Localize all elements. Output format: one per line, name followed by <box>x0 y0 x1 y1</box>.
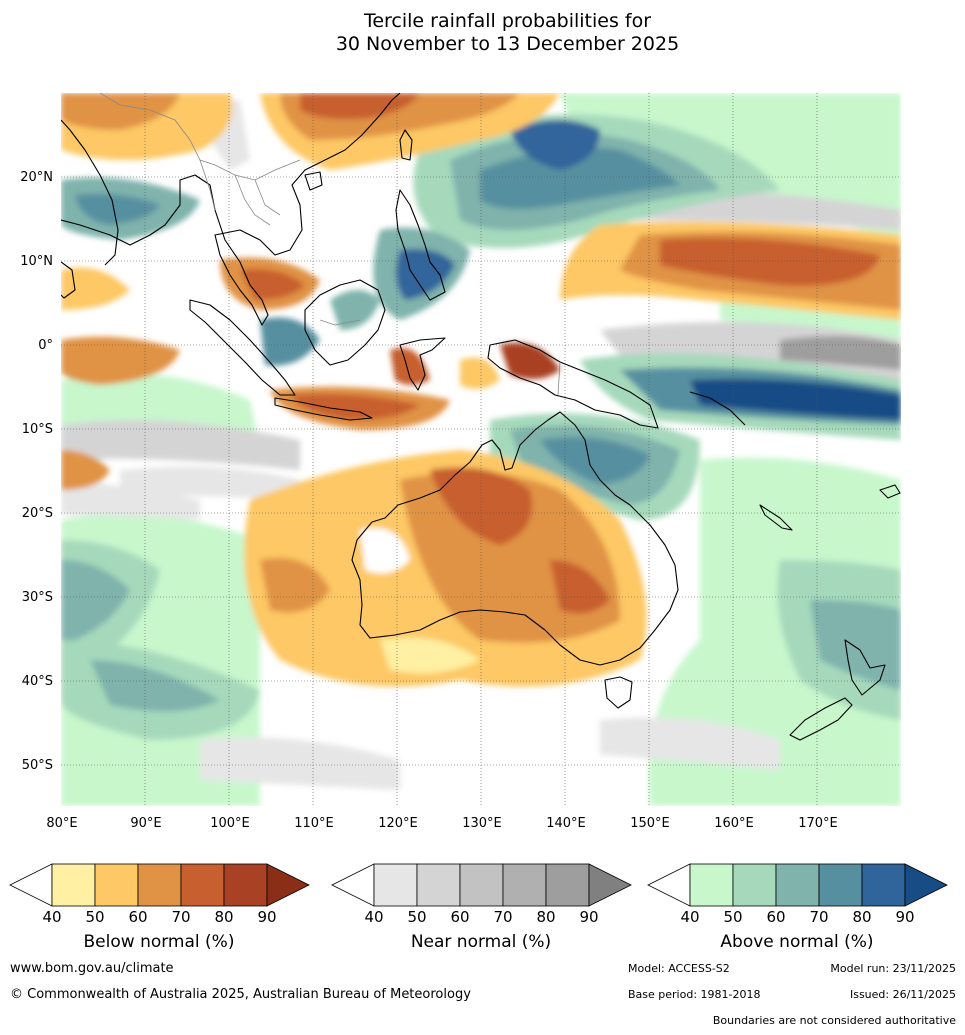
colorbar-tick-label: 50 <box>85 908 104 926</box>
coastline-borneo <box>304 279 386 366</box>
lat-label: 0° <box>38 338 53 353</box>
lon-label: 80°E <box>46 816 77 831</box>
lon-label: 90°E <box>130 816 161 831</box>
coastline-australia <box>351 411 679 666</box>
coastline-sri-lanka <box>61 261 76 299</box>
lon-label: 160°E <box>714 816 754 831</box>
colorbar-swatch <box>180 863 225 907</box>
colorbar-tick-label: 50 <box>723 908 742 926</box>
lat-label: 50°S <box>22 758 53 773</box>
coastline-sumatra <box>189 299 296 396</box>
probability-field <box>61 93 901 806</box>
colorbar-swatch <box>732 863 777 907</box>
below-normal-label: Below normal (%) <box>83 932 235 952</box>
colorbar-tick-label: 40 <box>364 908 383 926</box>
colorbar-tick-label: 60 <box>766 908 785 926</box>
colorbar-swatch <box>137 863 182 907</box>
colorbar-swatch <box>861 863 906 907</box>
coastline-new-caledonia <box>759 504 793 531</box>
colorbar-tick-label: 90 <box>895 908 914 926</box>
colorbar-tick-label: 80 <box>536 908 555 926</box>
copyright-text: © Commonwealth of Australia 2025, Austra… <box>10 987 471 1002</box>
lat-label: 10°S <box>22 422 53 437</box>
above-normal-label: Above normal (%) <box>720 932 874 952</box>
coastline-tasmania <box>604 676 633 709</box>
colorbar-tick-label: 80 <box>852 908 871 926</box>
longitude-labels: 80°E 90°E 100°E 110°E 120°E 130°E 140°E … <box>46 816 837 831</box>
colorbar-tick-label: 60 <box>450 908 469 926</box>
coastline-asia <box>61 93 401 326</box>
colorbar-tick-label: 40 <box>680 908 699 926</box>
base-period-text: Base period: 1981-2018 <box>628 988 761 1001</box>
colorbar-tick-label: 70 <box>809 908 828 926</box>
lon-label: 120°E <box>378 816 418 831</box>
colorbar-2: 40 50 60 70 80 90 <box>647 863 948 926</box>
colorbar-1: 40 50 60 70 80 90 <box>331 863 632 926</box>
lat-label: 20°N <box>20 170 53 185</box>
colorbar-tick-label: 90 <box>579 908 598 926</box>
coastline-java <box>274 397 373 421</box>
colorbar-tick-label: 50 <box>407 908 426 926</box>
coastline-india <box>61 119 119 266</box>
colorbar-swatch <box>94 863 139 907</box>
colorbar-swatch <box>775 863 820 907</box>
lat-label: 20°S <box>22 506 53 521</box>
near-normal-label: Near normal (%) <box>410 932 552 952</box>
lat-label: 10°N <box>20 254 53 269</box>
colorbar-tick-label: 80 <box>214 908 233 926</box>
coastline-new-zealand-south <box>789 697 853 741</box>
colorbar-tick-label: 90 <box>257 908 276 926</box>
lon-label: 140°E <box>546 816 586 831</box>
issued-text: Issued: 26/11/2025 <box>849 988 956 1001</box>
colorbar-swatch <box>331 863 375 907</box>
coastline-fiji <box>879 484 901 499</box>
title-line-1: Tercile rainfall probabilities for <box>363 10 652 32</box>
lon-label: 100°E <box>210 816 250 831</box>
colorbar-swatch <box>904 863 948 907</box>
colorbars: 40 50 60 70 80 90 40 50 60 70 80 90 40 50 60 70 80 90 <box>9 863 948 926</box>
lon-label: 110°E <box>294 816 334 831</box>
colorbar-tick-label: 40 <box>42 908 61 926</box>
map-title: Tercile rainfall probabilities for 30 No… <box>0 10 965 56</box>
colorbar-swatch <box>689 863 734 907</box>
colorbar-swatch <box>51 863 96 907</box>
coastline-taiwan <box>399 129 413 161</box>
colorbar-tick-label: 70 <box>171 908 190 926</box>
colorbar-swatch <box>266 863 310 907</box>
coastline-sulawesi <box>399 337 446 391</box>
colorbar-swatch <box>818 863 863 907</box>
title-line-2: 30 November to 13 December 2025 <box>335 33 680 55</box>
coastlines <box>61 93 901 741</box>
coastline-hainan <box>304 171 323 191</box>
lon-label: 170°E <box>798 816 838 831</box>
colorbar-tick-label: 60 <box>128 908 147 926</box>
lat-label: 30°S <box>22 590 53 605</box>
latitude-labels: 20°N 10°N 0° 10°S 20°S 30°S 40°S 50°S <box>20 170 53 773</box>
lat-label: 40°S <box>22 674 53 689</box>
colorbar-swatch <box>545 863 590 907</box>
coastline-new-zealand-north <box>844 639 886 696</box>
country-borders <box>99 93 561 396</box>
colorbar-swatch <box>647 863 691 907</box>
model-run-text: Model run: 23/11/2025 <box>830 962 956 975</box>
colorbar-swatch <box>416 863 461 907</box>
colorbar-swatch <box>588 863 632 907</box>
colorbar-swatch <box>459 863 504 907</box>
website-text: www.bom.gov.au/climate <box>10 961 174 976</box>
colorbar-swatch <box>373 863 418 907</box>
disclaimer-text: Boundaries are not considered authoritat… <box>712 1014 956 1027</box>
colorbar-tick-label: 70 <box>493 908 512 926</box>
coastline-philippines <box>395 189 446 301</box>
coastline-solomon-islands <box>689 391 746 426</box>
colorbar-0: 40 50 60 70 80 90 <box>9 863 310 926</box>
gridlines <box>61 93 901 806</box>
colorbar-swatch <box>9 863 53 907</box>
lon-label: 150°E <box>630 816 670 831</box>
lon-label: 130°E <box>462 816 502 831</box>
colorbar-swatch <box>502 863 547 907</box>
model-text: Model: ACCESS-S2 <box>628 962 730 975</box>
colorbar-swatch <box>223 863 268 907</box>
